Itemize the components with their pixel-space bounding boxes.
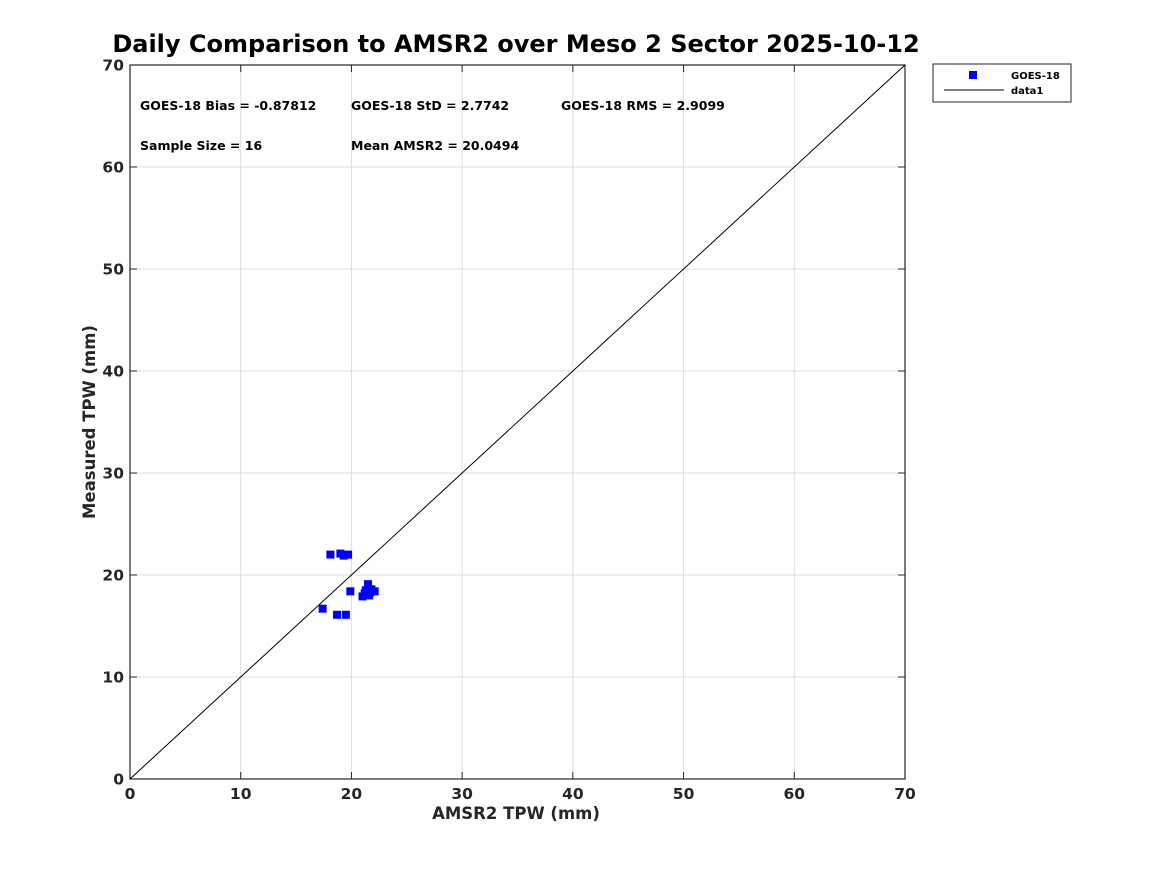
goes18-point-15 bbox=[366, 588, 375, 597]
x-tick-label: 0 bbox=[125, 785, 136, 803]
annotation-mean-amsr2: Mean AMSR2 = 20.0494 bbox=[351, 138, 519, 153]
legend-box bbox=[932, 63, 1072, 103]
y-axis-label: Measured TPW (mm) bbox=[80, 325, 99, 519]
goes18-point-7 bbox=[346, 587, 355, 596]
goes18-point-6 bbox=[341, 610, 350, 619]
y-tick-label: 50 bbox=[102, 261, 124, 279]
data1-line bbox=[129, 64, 906, 780]
y-tick-label: 10 bbox=[102, 669, 124, 687]
annotation-sample-size: Sample Size = 16 bbox=[140, 138, 262, 153]
goes18-point-3 bbox=[344, 550, 353, 559]
x-tick-label: 70 bbox=[894, 785, 916, 803]
legend[interactable]: GOES-18 data1 bbox=[932, 63, 1072, 103]
x-tick-label: 10 bbox=[230, 785, 252, 803]
grid bbox=[130, 65, 905, 779]
goes18-points bbox=[318, 549, 379, 619]
annotation-std: GOES-18 StD = 2.7742 bbox=[351, 98, 509, 113]
x-tick-label: 20 bbox=[341, 785, 363, 803]
goes18-point-4 bbox=[318, 604, 327, 613]
goes18-point-13 bbox=[370, 587, 379, 596]
annotation-rms: GOES-18 RMS = 2.9099 bbox=[561, 98, 725, 113]
annotation-bias: GOES-18 Bias = -0.87812 bbox=[140, 98, 316, 113]
y-tick-label: 20 bbox=[102, 567, 124, 585]
x-axis-label: AMSR2 TPW (mm) bbox=[432, 804, 600, 823]
axis-ticks: 0 10 20 30 40 50 60 70 0 10 20 30 40 50 60 70 bbox=[102, 57, 916, 804]
y-tick-label: 30 bbox=[102, 465, 124, 483]
goes18-point-2 bbox=[339, 551, 348, 560]
plot-area bbox=[129, 64, 906, 780]
goes18-point-14 bbox=[360, 589, 369, 598]
y-tick-label: 0 bbox=[113, 771, 124, 789]
goes18-point-0 bbox=[326, 550, 335, 559]
legend-data1-label: data1 bbox=[1011, 86, 1043, 97]
y-tick-label: 70 bbox=[102, 57, 124, 75]
x-tick-label: 60 bbox=[783, 785, 805, 803]
x-tick-label: 30 bbox=[451, 785, 473, 803]
x-tick-label: 50 bbox=[673, 785, 695, 803]
stats-annotations: GOES-18 Bias = -0.87812 GOES-18 StD = 2.… bbox=[140, 98, 725, 153]
legend-goes18-label: GOES-18 bbox=[1011, 71, 1060, 82]
legend-goes18-marker bbox=[969, 71, 977, 79]
y-tick-label: 40 bbox=[102, 363, 124, 381]
identity-line bbox=[129, 64, 906, 780]
chart-title: Daily Comparison to AMSR2 over Meso 2 Se… bbox=[112, 30, 919, 58]
goes18-point-5 bbox=[333, 610, 342, 619]
x-tick-label: 40 bbox=[562, 785, 584, 803]
goes18-point-10 bbox=[364, 580, 373, 589]
y-tick-label: 60 bbox=[102, 159, 124, 177]
